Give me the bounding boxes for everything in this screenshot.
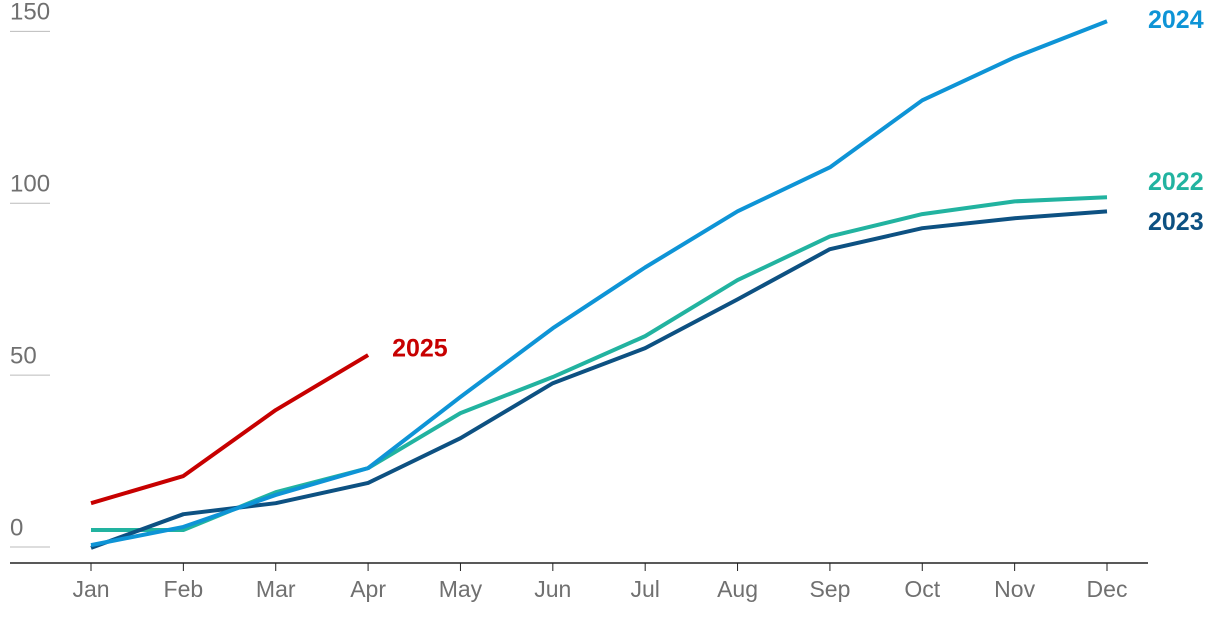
x-tick-label: Dec — [1087, 576, 1128, 602]
series-label: 2024 — [1148, 6, 1204, 34]
x-tick-label: Oct — [904, 576, 940, 602]
x-tick-label: Jun — [534, 576, 571, 602]
series-line — [90, 19, 1108, 548]
x-tick-label: Sep — [809, 576, 850, 602]
series-line — [90, 353, 370, 506]
x-tick-label: Apr — [350, 576, 386, 602]
y-tick-label: 0 — [10, 514, 23, 541]
x-tick-label: Feb — [164, 576, 204, 602]
x-tick-label: Mar — [256, 576, 296, 602]
x-tick-label: Jan — [72, 576, 109, 602]
x-tick-label: Nov — [994, 576, 1035, 602]
y-tick-label: 150 — [10, 0, 50, 26]
series-label: 2025 — [392, 335, 448, 363]
y-tick-label: 100 — [10, 171, 50, 198]
series-label: 2022 — [1148, 168, 1204, 196]
x-tick-label: Aug — [717, 576, 758, 602]
series-line — [90, 209, 1108, 550]
x-tick-label: May — [439, 576, 483, 602]
series-label: 2023 — [1148, 208, 1204, 236]
y-tick-label: 50 — [10, 342, 37, 369]
x-tick-label: Jul — [630, 576, 659, 602]
